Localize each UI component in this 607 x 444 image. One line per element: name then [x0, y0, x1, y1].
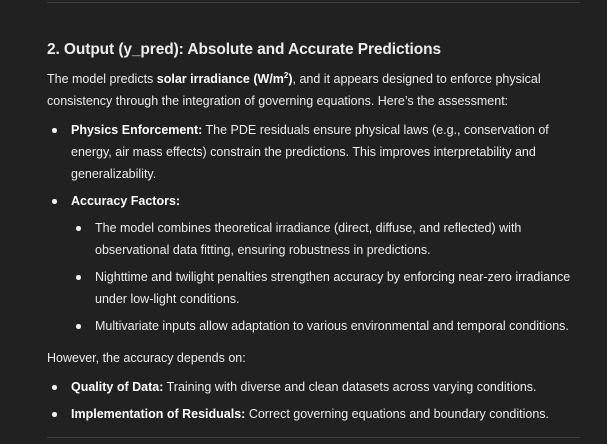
superscript: 2 [283, 70, 289, 80]
top-divider [47, 2, 580, 3]
section-heading: 2. Output (y_pred): Absolute and Accurat… [47, 41, 442, 58]
bullet-title: Implementation of Residuals: [71, 407, 246, 421]
sub-list-item: Multivariate inputs allow adaptation to … [71, 315, 592, 337]
sub-list-item: Nighttime and twilight penalties strengt… [71, 266, 592, 310]
assessment-list: Physics Enforcement: The PDE residuals e… [47, 119, 592, 337]
bullet-text: Correct governing equations and boundary… [245, 407, 550, 421]
list-item: Quality of Data: Training with diverse a… [47, 376, 592, 398]
dependency-list: Quality of Data: Training with diverse a… [47, 376, 592, 425]
however-paragraph: However, the accuracy depends on: [47, 351, 246, 365]
intro-suffix: , and it appears designed to enforce phy… [47, 72, 541, 108]
intro-bold-term: solar irradiance (W/m2) [156, 70, 293, 86]
bullet-title: Quality of Data: [71, 380, 164, 394]
bullet-title: Accuracy Factors: [71, 194, 181, 208]
accuracy-factors-list: The model combines theoretical irradianc… [71, 217, 592, 337]
bottom-divider [47, 437, 580, 438]
intro-prefix: The model predicts [47, 72, 157, 86]
bullet-text: The PDE residuals ensure physical laws (… [71, 123, 549, 181]
intro-paragraph: The model predicts solar irradiance (W/m… [47, 68, 592, 112]
message-content: 2. Output (y_pred): Absolute and Accurat… [47, 40, 592, 425]
list-item: Accuracy Factors: The model combines the… [47, 190, 592, 337]
list-item: Physics Enforcement: The PDE residuals e… [47, 119, 592, 185]
bullet-text: Training with diverse and clean datasets… [163, 380, 537, 394]
bullet-title: Physics Enforcement: [71, 123, 203, 137]
sub-list-item: The model combines theoretical irradianc… [71, 217, 592, 261]
list-item: Implementation of Residuals: Correct gov… [47, 403, 592, 425]
